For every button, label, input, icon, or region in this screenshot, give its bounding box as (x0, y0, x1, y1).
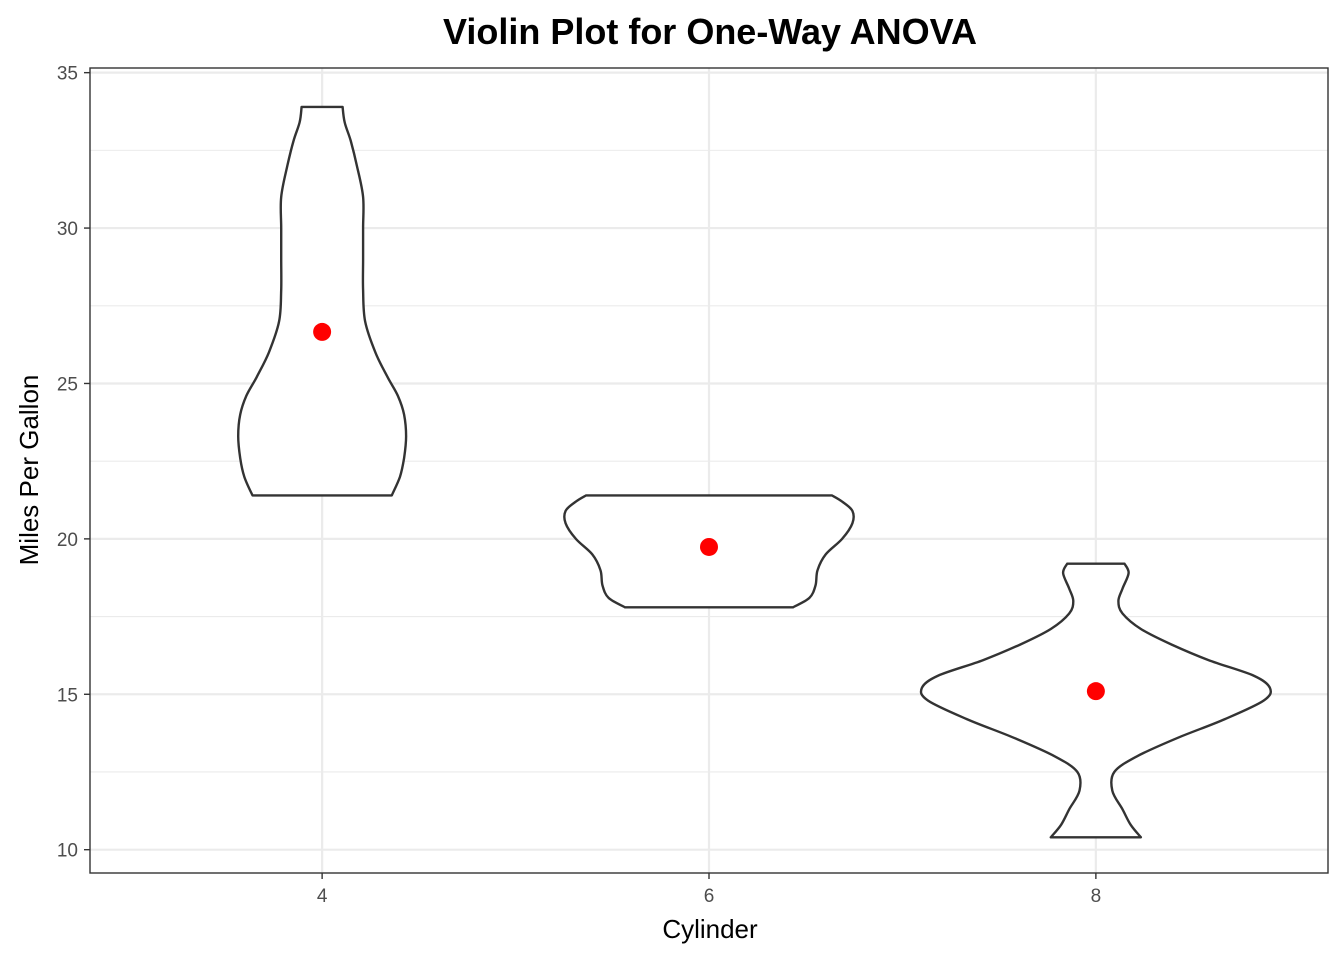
violin-cyl-8 (919, 562, 1273, 839)
x-tick-label: 6 (704, 886, 715, 907)
y-tick-label: 20 (57, 530, 78, 551)
mean-point-cyl-8 (1086, 682, 1105, 701)
y-tick-label: 30 (57, 219, 78, 240)
y-axis-title: Miles Per Gallon (14, 375, 44, 566)
y-tick-label: 10 (57, 841, 78, 862)
y-tick-label: 35 (57, 64, 78, 85)
violins (237, 105, 1273, 839)
mean-point-cyl-6 (700, 537, 718, 556)
y-axis-ticks: 10 15 20 25 30 35 (57, 64, 90, 862)
x-axis-ticks: 4 6 8 (317, 873, 1101, 907)
y-tick-label: 25 (57, 374, 78, 395)
mean-points (313, 322, 1105, 701)
violin-cyl-4 (237, 105, 408, 497)
x-axis-title: Cylinder (662, 914, 758, 944)
x-tick-label: 4 (317, 886, 328, 907)
mean-point-cyl-4 (313, 322, 332, 341)
y-tick-label: 15 (57, 685, 78, 706)
chart-title: Violin Plot for One-Way ANOVA (443, 11, 977, 52)
x-tick-label: 8 (1091, 886, 1102, 907)
